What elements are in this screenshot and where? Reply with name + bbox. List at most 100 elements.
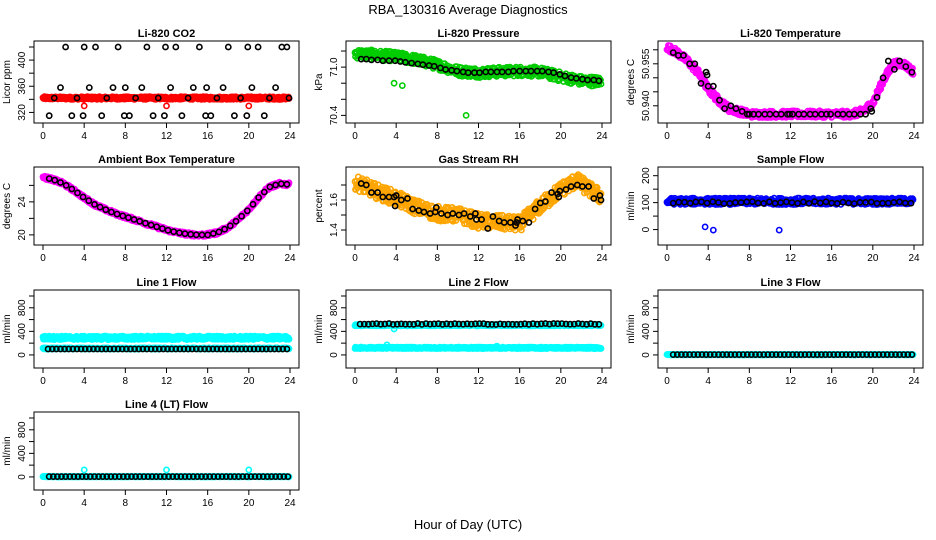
average-point: [61, 345, 68, 353]
average-point: [92, 43, 99, 51]
panel-title: Li-820 CO2: [138, 28, 195, 40]
y-tick-label: 0: [17, 352, 28, 358]
average-point: [98, 112, 106, 120]
average-point: [680, 52, 687, 59]
average-point: [160, 112, 168, 120]
x-tick-label: 24: [596, 131, 608, 142]
x-tick-label: 0: [664, 253, 670, 264]
average-point: [811, 110, 819, 118]
x-tick-label: 8: [435, 131, 441, 142]
plot-area: [351, 171, 605, 234]
panel-title: Li-820 Temperature: [740, 28, 841, 40]
average-point: [391, 202, 399, 210]
y-axis-label: kPa: [314, 73, 325, 91]
x-tick-label: 16: [514, 131, 526, 142]
x-tick-label: 0: [352, 253, 358, 264]
average-point: [238, 345, 245, 353]
average-point: [562, 186, 570, 193]
average-point: [777, 110, 785, 118]
average-point: [151, 345, 159, 353]
average-point: [143, 345, 151, 353]
plot-area: [39, 172, 293, 240]
average-point: [419, 61, 427, 69]
y-tick-label: 71.0: [329, 57, 340, 77]
average-point: [862, 110, 869, 118]
average-point: [44, 345, 52, 353]
average-point: [542, 198, 549, 205]
x-tick-label: 16: [514, 253, 526, 264]
average-point: [561, 72, 569, 80]
average-point: [755, 110, 762, 118]
panel-title: Gas Stream RH: [438, 154, 518, 166]
average-point: [800, 110, 808, 118]
average-point: [73, 94, 81, 102]
average-point: [230, 112, 238, 120]
average-point: [249, 200, 257, 208]
raw-point: [371, 179, 379, 187]
outlier-point: [701, 223, 709, 231]
x-tick-label: 16: [202, 253, 214, 264]
x-tick-label: 8: [435, 253, 441, 264]
average-point: [449, 210, 457, 217]
average-point: [51, 176, 59, 184]
average-point: [74, 189, 81, 197]
average-point: [464, 69, 472, 77]
average-point: [53, 345, 60, 353]
y-tick-label: 200: [641, 167, 652, 184]
y-axis-label: ml/min: [314, 314, 325, 343]
average-point: [432, 204, 440, 211]
average-point: [176, 345, 184, 353]
average-point: [368, 189, 375, 196]
average-point: [73, 345, 81, 353]
y-axis-label: percent: [314, 189, 325, 223]
average-point: [246, 345, 254, 353]
average-point: [805, 199, 813, 207]
x-tick-label: 20: [243, 253, 255, 264]
y-tick-label: 70.4: [329, 105, 340, 125]
average-point: [896, 57, 903, 65]
average-point: [430, 62, 438, 70]
average-point: [139, 345, 147, 353]
average-point: [147, 221, 155, 229]
average-point: [127, 345, 134, 353]
outlier-point: [245, 102, 253, 110]
x-tick-label: 24: [284, 131, 296, 142]
average-point: [868, 108, 876, 115]
y-tick-label: 50.955: [641, 48, 652, 79]
average-point: [85, 345, 93, 353]
average-point: [123, 345, 130, 353]
average-point: [57, 84, 64, 91]
outlier-point: [462, 112, 470, 119]
outlier-point: [709, 226, 717, 234]
average-point: [766, 198, 773, 206]
y-axis-label: ml/min: [2, 314, 13, 343]
average-point: [738, 108, 746, 115]
average-point: [242, 345, 250, 353]
average-point: [96, 203, 104, 211]
average-point: [221, 225, 228, 233]
x-tick-label: 12: [161, 376, 173, 387]
average-point: [716, 96, 723, 104]
average-point: [567, 183, 575, 190]
average-point: [131, 345, 138, 353]
average-point: [217, 345, 225, 353]
average-point: [262, 345, 270, 353]
y-tick-label: 100: [641, 194, 652, 211]
average-point: [760, 199, 768, 207]
average-point: [138, 84, 146, 91]
average-point: [891, 66, 898, 73]
average-point: [154, 94, 162, 102]
average-point: [283, 345, 291, 353]
average-point: [197, 345, 204, 353]
average-point: [506, 219, 514, 226]
average-point: [867, 198, 875, 206]
average-point: [691, 60, 699, 68]
outlier-point: [398, 82, 406, 89]
x-tick-label: 20: [243, 376, 255, 387]
average-point: [379, 57, 387, 65]
plot-area: [39, 43, 293, 120]
average-point: [130, 216, 138, 223]
y-axis-label: degrees C: [626, 59, 637, 105]
